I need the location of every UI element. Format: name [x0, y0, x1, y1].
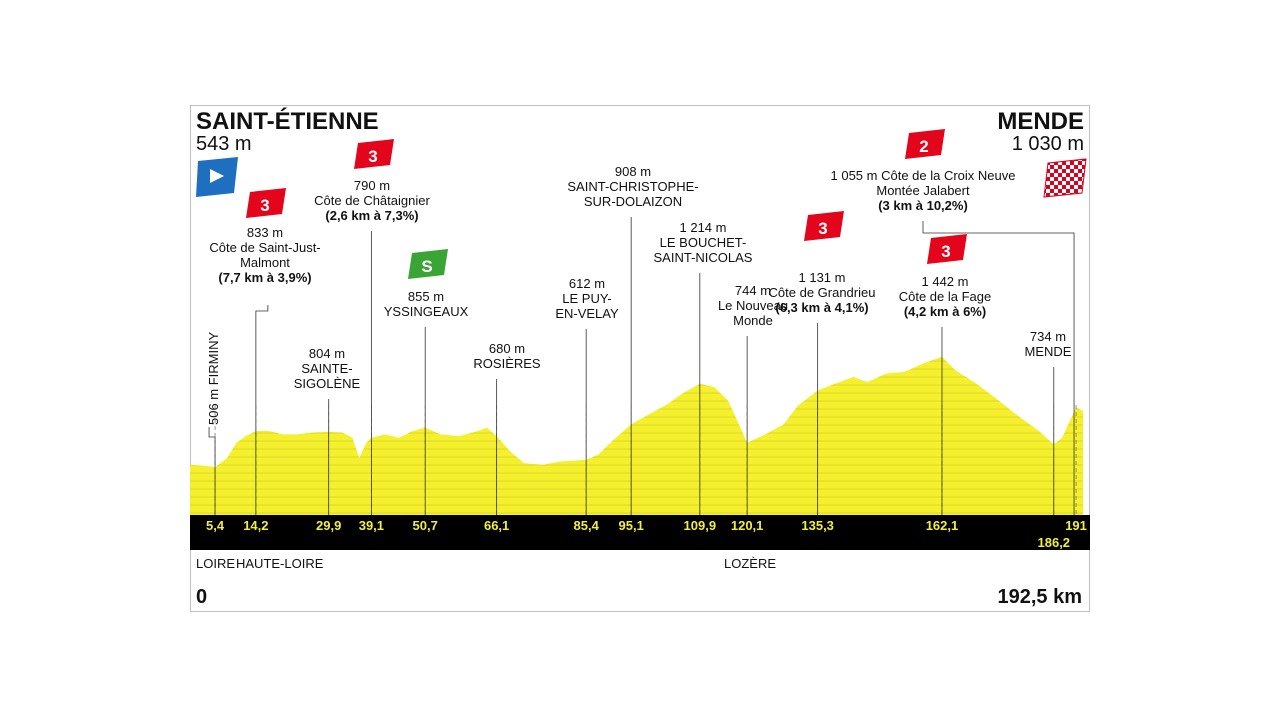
badge-label: 3 — [818, 219, 827, 238]
annotation-label: 1 055 m Côte de la Croix Neuve — [831, 168, 1016, 183]
start-altitude: 543 m — [196, 133, 252, 155]
annotation-label: Côte de Saint-Just- — [209, 240, 320, 255]
km-label: 29,9 — [316, 518, 341, 533]
km-label: 14,2 — [243, 518, 268, 533]
leader-line — [922, 221, 1075, 515]
km-label: 85,4 — [574, 518, 600, 533]
annotation: 612 mLE PUY-EN-VELAY — [555, 276, 619, 515]
badge-label: S — [421, 257, 432, 276]
km-label: 5,4 — [206, 518, 225, 533]
annotation-label: 680 m — [489, 341, 525, 356]
leader-line — [208, 427, 216, 515]
annotation-label: Côte de Grandrieu — [769, 285, 876, 300]
region-label: HAUTE-LOIRE — [236, 556, 324, 571]
start-city: SAINT-ÉTIENNE — [196, 107, 379, 135]
annotation-label: 612 m — [569, 276, 605, 291]
climb-category-badge — [905, 129, 945, 159]
profile-svg: 5,4 14,2 29,9 39,1 50,7 66,1 85,4 95,1 109,9 120,… — [190, 105, 1090, 612]
km-label: 66,1 — [484, 518, 509, 533]
annotation-label: 506 m FIRMINY — [206, 331, 221, 425]
annotation-label: SAINT-CHRISTOPHE- — [567, 179, 698, 194]
badge-label: 2 — [919, 137, 928, 156]
finish-altitude: 1 030 m — [1012, 133, 1084, 155]
start-flag-icon — [196, 157, 238, 197]
km-label: 186,2 — [1038, 535, 1071, 550]
annotation-climb-stats: (3 km à 10,2%) — [878, 198, 968, 213]
climb-category-badge — [804, 211, 844, 241]
badge-label: 3 — [260, 196, 269, 215]
annotation-label: SIGOLÈNE — [294, 376, 361, 391]
annotation-label: 833 m — [247, 225, 283, 240]
km-label: 191 — [1065, 518, 1087, 533]
annotation-label: 790 m — [354, 178, 390, 193]
distance-total: 192,5 km — [997, 586, 1082, 608]
sprint-badge-icon — [408, 249, 448, 279]
km-label: 120,1 — [731, 518, 764, 533]
badge-label: 3 — [941, 242, 950, 261]
annotation-label: 908 m — [615, 164, 651, 179]
annotation-label: LE BOUCHET- — [660, 235, 747, 250]
km-label: 135,3 — [801, 518, 834, 533]
region-label: LOZÈRE — [724, 556, 776, 571]
km-label: 109,9 — [684, 518, 717, 533]
km-band — [190, 515, 1090, 550]
annotation-label: 855 m — [408, 289, 444, 304]
annotation-label: Côte de Châtaignier — [314, 193, 430, 208]
finish-city: MENDE — [997, 108, 1084, 135]
annotation-climb-stats: (7,7 km à 3,9%) — [218, 270, 311, 285]
annotation-label: LE PUY- — [562, 291, 611, 306]
km-label: 39,1 — [359, 518, 384, 533]
profile-area — [190, 356, 1083, 515]
annotation-label: Montée Jalabert — [876, 183, 970, 198]
distance-start: 0 — [196, 586, 207, 608]
annotation-label: SUR-DOLAIZON — [584, 194, 682, 209]
leader-line — [255, 305, 269, 515]
km-label: 50,7 — [413, 518, 438, 533]
annotation-climb-stats: (6,3 km à 4,1%) — [775, 300, 868, 315]
annotation-label: SAINTE- — [301, 361, 352, 376]
annotation-label: 744 m — [735, 283, 771, 298]
climb-category-badge — [927, 234, 967, 264]
annotation-label: MENDE — [1025, 344, 1072, 359]
annotation-label: 1 131 m — [799, 270, 846, 285]
annotation-climb-stats: (4,2 km à 6%) — [904, 304, 986, 319]
annotation-label: 1 442 m — [922, 274, 969, 289]
km-label: 162,1 — [926, 518, 959, 533]
badge-label: 3 — [368, 147, 377, 166]
annotation-climb-stats: (2,6 km à 7,3%) — [325, 208, 418, 223]
finish-flag-icon — [1043, 158, 1087, 198]
annotation-label: Côte de la Fage — [899, 289, 992, 304]
annotation-label: EN-VELAY — [555, 306, 619, 321]
stage-profile-chart: 5,4 14,2 29,9 39,1 50,7 66,1 85,4 95,1 109,9 120,… — [190, 105, 1090, 612]
region-label: LOIRE — [196, 556, 235, 571]
km-label: 95,1 — [619, 518, 644, 533]
annotation-label: 1 214 m — [680, 220, 727, 235]
annotation-label: ROSIÈRES — [473, 356, 541, 371]
annotation-label: 734 m — [1030, 329, 1066, 344]
annotation: 506 m FIRMINY — [206, 331, 221, 515]
annotation-label: Le Nouveau — [718, 298, 788, 313]
climb-category-badge — [246, 188, 286, 218]
annotation-label: SAINT-NICOLAS — [654, 250, 753, 265]
chart-border — [190, 105, 1090, 612]
annotation-label: 804 m — [309, 346, 345, 361]
annotation-label: Monde — [733, 313, 773, 328]
annotation: 1 214 mLE BOUCHET-SAINT-NICOLAS — [654, 220, 753, 515]
annotation-label: YSSINGEAUX — [384, 304, 469, 319]
climb-category-badge — [354, 139, 394, 169]
annotation-label: Malmont — [240, 255, 290, 270]
